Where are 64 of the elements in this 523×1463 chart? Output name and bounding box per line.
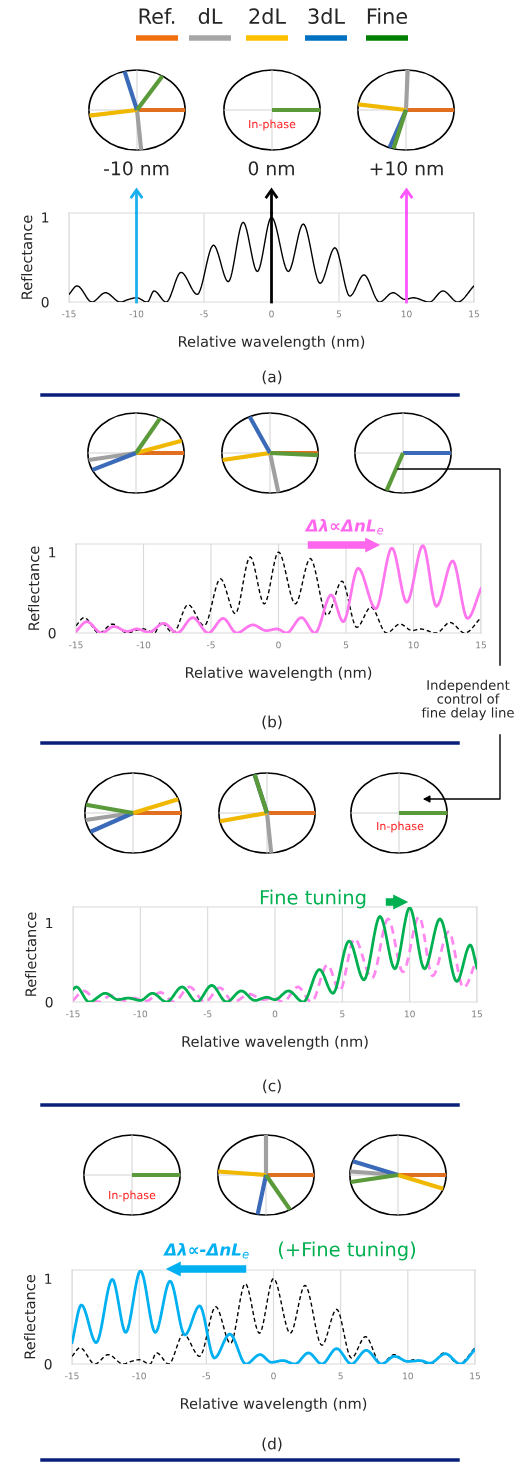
x-tick-label: -15 (69, 641, 83, 649)
x-axis-title: Relative wavelength (nm) (179, 335, 365, 350)
x-tick-label: 15 (469, 310, 479, 318)
x-tick-label: -10 (133, 1010, 148, 1018)
x-tick-label: -5 (206, 641, 215, 649)
x-tick-label: 5 (343, 641, 349, 649)
y-tick-label: 0 (41, 296, 49, 308)
y-tick-label: 0 (44, 1358, 52, 1370)
x-tick-label: 10 (408, 641, 419, 649)
text: In-phase (249, 119, 296, 131)
x-tick-label: -5 (202, 1372, 211, 1380)
text: Ref. (139, 7, 175, 25)
x-tick-label: 5 (338, 1372, 343, 1380)
x-tick-label: -10 (132, 1372, 146, 1380)
x-axis-title: Relative wavelength (nm) (182, 1035, 368, 1050)
y-tick-label: 0 (45, 996, 53, 1008)
y-axis-title: Reflectance (24, 1275, 36, 1359)
x-tick-label: 0 (271, 1372, 276, 1380)
x-tick-label: -15 (62, 310, 76, 318)
x-tick-label: 15 (476, 641, 486, 649)
x-tick-label: 15 (472, 1010, 482, 1018)
x-tick-label: 10 (401, 310, 412, 318)
text: Δλ∝ΔnL$_{e}$ (304, 518, 384, 535)
x-axis-title: Relative wavelength (nm) (186, 666, 372, 681)
annotation: Fine tuning (260, 889, 366, 909)
y-axis-title: Reflectance (21, 215, 33, 299)
text: Δλ∝-ΔnL$_{e}$ (163, 1242, 249, 1259)
x-tick-label: -5 (203, 1010, 212, 1018)
y-tick-label: 1 (45, 1273, 52, 1284)
x-tick-label: 15 (470, 1372, 480, 1380)
text: (c) (263, 1079, 281, 1094)
x-tick-label: 5 (340, 1010, 345, 1018)
ref-line-label: +10 nm (370, 161, 443, 176)
text: 2dL (249, 7, 286, 25)
x-tick-label: -10 (136, 641, 151, 649)
x-tick-label: -10 (129, 310, 144, 318)
y-axis-title: Reflectance (25, 912, 37, 996)
text: dL (198, 7, 223, 25)
x-tick-label: -5 (199, 310, 208, 318)
y-tick-label: 1 (42, 212, 49, 223)
y-tick-label: 0 (48, 627, 56, 639)
text: Independent control of fine delay line (421, 679, 514, 721)
x-axis-title: Relative wavelength (nm) (181, 1397, 367, 1412)
x-tick-label: 0 (276, 641, 281, 649)
text: (a) (262, 370, 282, 385)
ref-line-label: 0 nm (248, 161, 294, 176)
ref-line-label: -10 nm (104, 161, 169, 176)
text: (b) (262, 715, 282, 730)
y-tick-label: 1 (49, 547, 56, 558)
text: Fine (367, 7, 408, 25)
x-tick-label: 5 (336, 310, 342, 318)
x-tick-label: 0 (269, 310, 274, 318)
x-tick-label: -15 (65, 1372, 79, 1380)
x-tick-label: -15 (66, 1010, 80, 1018)
text: 3dL (308, 7, 345, 25)
text: In-phase (109, 1190, 156, 1202)
text: (+Fine tuning) (278, 1241, 416, 1261)
x-tick-label: 0 (272, 1010, 278, 1018)
y-axis-title: Reflectance (28, 546, 40, 630)
x-tick-label: 10 (404, 1010, 415, 1018)
y-tick-label: 1 (46, 917, 53, 929)
text: (d) (262, 1437, 282, 1452)
text: In-phase (377, 821, 424, 833)
x-tick-label: 10 (403, 1372, 413, 1380)
